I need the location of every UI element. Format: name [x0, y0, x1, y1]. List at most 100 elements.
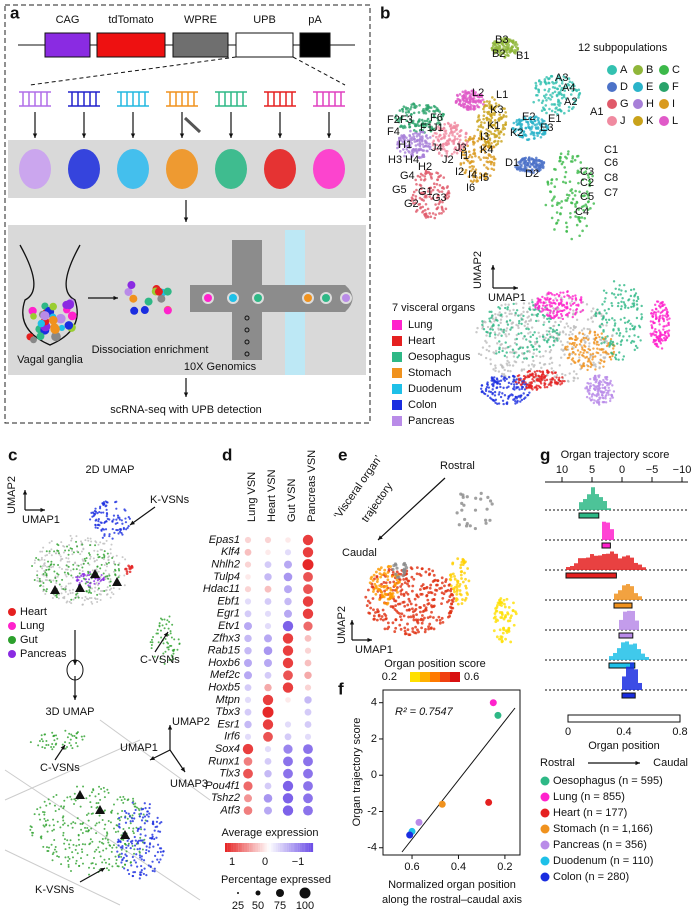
cell-dot	[114, 563, 117, 566]
cell-dot	[86, 853, 89, 856]
cell-dot	[497, 44, 501, 48]
cell-dot	[603, 380, 606, 384]
cell-dot	[464, 135, 467, 139]
cell-dot	[122, 795, 125, 798]
cell-dot	[422, 155, 426, 159]
cell-dot	[55, 581, 58, 584]
cell-dot	[126, 839, 129, 842]
cell-dot	[610, 301, 613, 305]
cell-dot	[169, 632, 172, 635]
cell-dot	[103, 790, 106, 793]
cell-dot	[94, 540, 97, 543]
cell-dot	[552, 343, 555, 347]
cell-dot	[74, 596, 77, 599]
expression-dot	[282, 780, 294, 792]
expression-dot	[243, 806, 253, 815]
cell-dot	[73, 792, 76, 795]
expression-dot	[285, 537, 291, 543]
cell-dot	[483, 110, 486, 114]
cell-dot	[421, 583, 425, 586]
cell-dot	[568, 342, 572, 345]
cell	[127, 281, 136, 290]
cell-dot	[553, 314, 556, 318]
cell-dot	[402, 592, 406, 596]
cell-dot	[441, 142, 445, 146]
cell-dot	[667, 323, 671, 327]
cell-dot	[65, 568, 68, 571]
cell-dot	[71, 549, 74, 552]
expression-dot	[244, 733, 252, 740]
cell-dot	[564, 333, 568, 336]
cell-dot	[51, 853, 54, 856]
cell-dot	[39, 584, 42, 587]
cell-dot	[442, 187, 446, 190]
cell-dot	[501, 347, 505, 350]
cell-dot	[414, 625, 417, 629]
cell-dot	[523, 324, 526, 328]
legend-swatch	[659, 65, 669, 75]
cell-dot	[488, 332, 492, 336]
cell-dot	[560, 200, 564, 203]
cell-dot	[519, 119, 522, 123]
cell-dot	[42, 546, 45, 549]
cell-dot	[142, 813, 145, 816]
cell-dot	[107, 841, 110, 844]
cluster-label: C8	[604, 172, 618, 184]
cell-dot	[667, 321, 670, 325]
cell-dot	[394, 114, 398, 117]
colorbar-step	[249, 843, 252, 852]
cell-dot	[477, 125, 481, 128]
cell-dot	[539, 164, 542, 168]
cell-dot	[558, 159, 561, 163]
cell-dot	[130, 566, 134, 569]
cell-dot	[88, 553, 91, 556]
cell-dot	[98, 840, 101, 843]
cell-dot	[663, 331, 667, 335]
cell-dot	[366, 599, 370, 603]
cell-dot	[73, 734, 76, 737]
cell-dot	[585, 386, 589, 390]
cell-dot	[513, 351, 516, 355]
cell-dot	[412, 202, 415, 205]
cell-dot	[494, 312, 497, 316]
cell-dot	[424, 628, 427, 631]
cell-dot	[486, 156, 489, 160]
cell-dot	[444, 132, 448, 135]
cell-dot	[50, 548, 53, 551]
expression-dot	[303, 744, 313, 754]
step-label: Vagal ganglia	[17, 354, 84, 366]
marker-triangle	[95, 805, 105, 814]
cell-dot	[602, 396, 605, 400]
cell-dot	[425, 149, 429, 153]
cell-dot	[436, 583, 439, 587]
cell-dot	[407, 579, 411, 583]
cell-dot	[381, 618, 385, 622]
cell-dot	[46, 830, 49, 833]
cell-dot	[570, 347, 574, 351]
cell-dot	[64, 747, 67, 750]
cell-dot	[95, 559, 98, 562]
cell-dot	[650, 311, 653, 315]
cell-dot	[589, 207, 592, 210]
cell-dot	[573, 210, 577, 214]
cell-dot	[467, 137, 471, 141]
cell-dot	[420, 567, 424, 571]
cell-dot	[41, 567, 44, 570]
cell-dot	[587, 196, 590, 200]
expression-dot	[284, 597, 292, 606]
cell-dot	[99, 593, 102, 596]
cell-dot	[97, 582, 100, 585]
cell-dot	[374, 611, 377, 614]
cell-dot	[425, 106, 429, 110]
cell-dot	[419, 206, 422, 210]
cell-dot	[492, 324, 495, 327]
cell-dot	[614, 296, 617, 299]
cell-dot	[509, 328, 512, 331]
cell-dot	[540, 132, 544, 136]
cell-dot	[603, 300, 606, 303]
cell-dot	[497, 393, 501, 396]
cell-dot	[78, 576, 81, 579]
cell-dot	[601, 348, 604, 351]
colorbar-step	[282, 843, 285, 852]
